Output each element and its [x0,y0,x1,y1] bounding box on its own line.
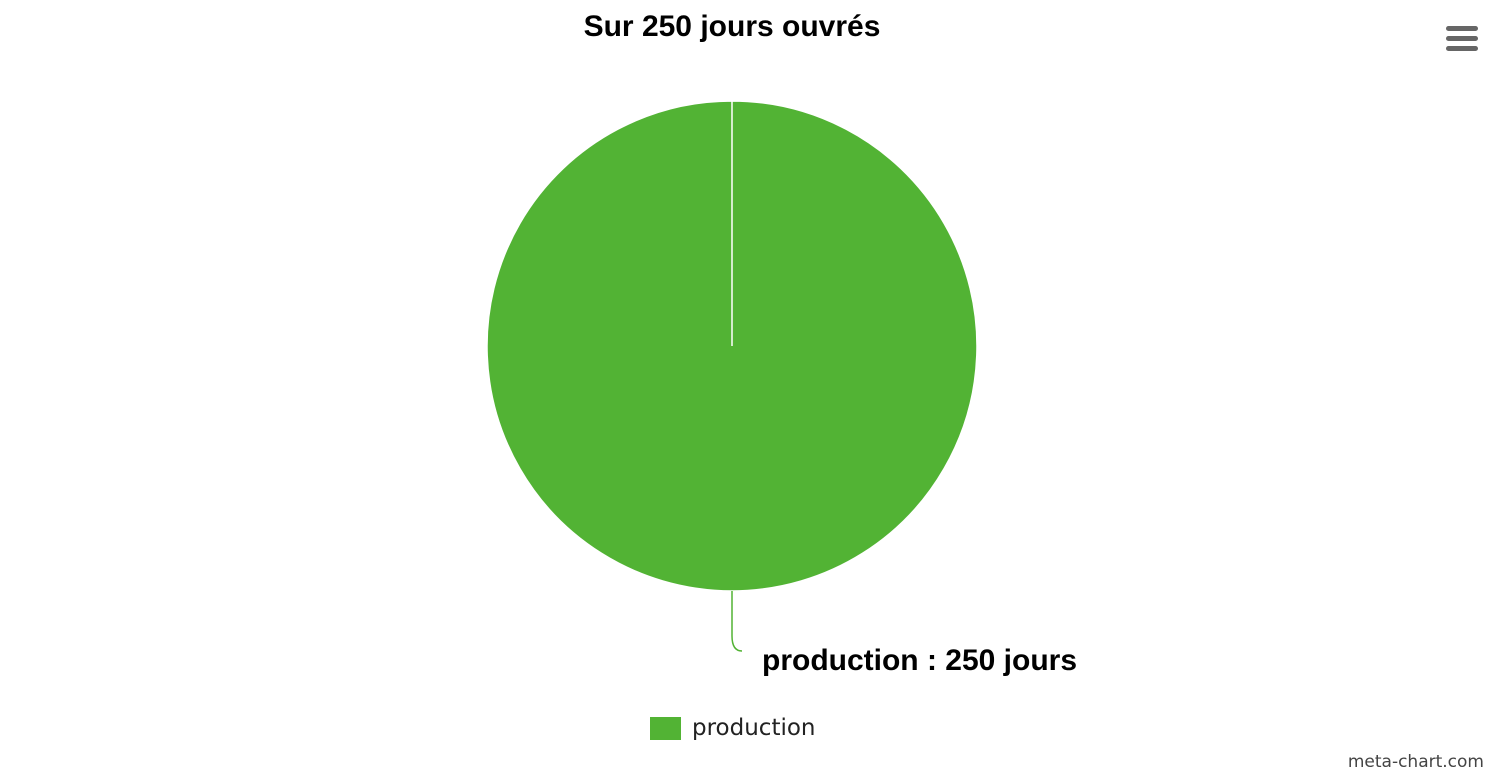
legend-swatch [650,716,681,740]
data-label-connector [731,591,743,652]
chart-menu-button[interactable] [1442,22,1482,56]
credits-link[interactable]: meta-chart.com [1347,752,1484,772]
legend-label: production [692,715,816,741]
pie-slice-production[interactable] [486,100,978,592]
chart-title: Sur 250 jours ouvrés [583,10,881,43]
data-label-production: production : 250 jours [762,644,1077,677]
hamburger-menu-icon [1446,26,1478,31]
legend-item-production[interactable]: production [650,713,816,743]
